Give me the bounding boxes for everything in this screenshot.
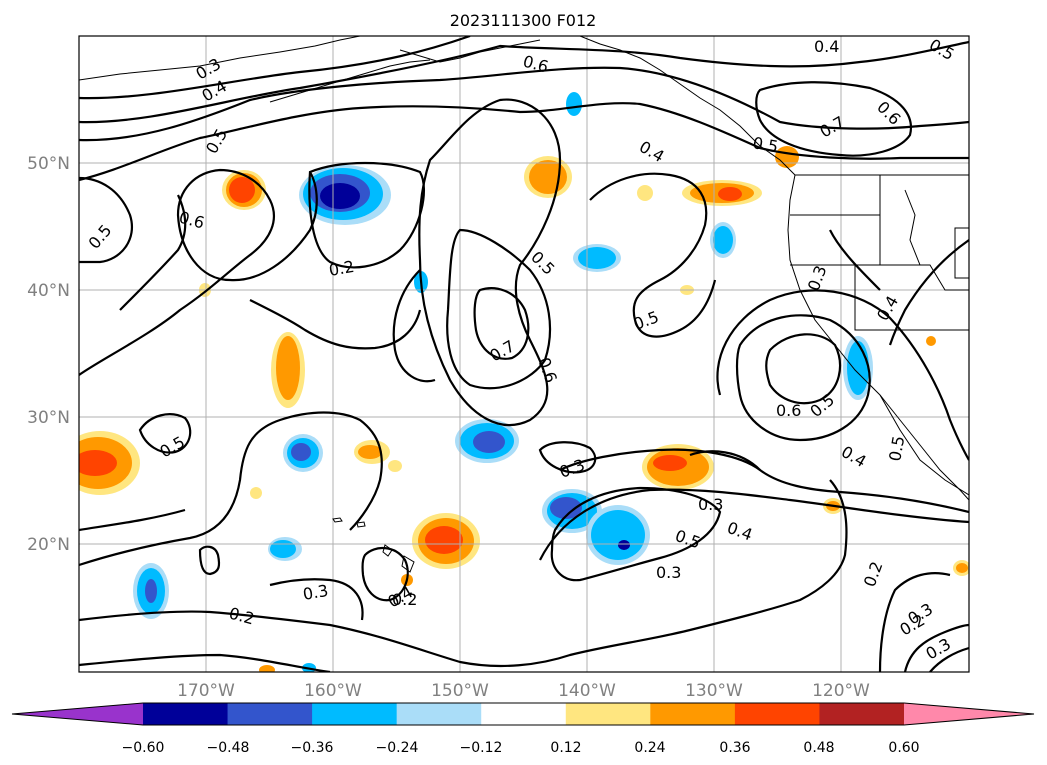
contour-label: 0.4 [814,37,839,56]
longitude-labels: 170°W 160°W 150°W 140°W 130°W 120°W [177,681,870,701]
figure-title: 2023111300 F012 [450,11,597,30]
lon-label: 150°W [431,681,489,701]
colorbar-tick: 0.60 [888,740,919,756]
lon-label: 160°W [304,681,362,701]
contour-label: 0.2 [327,257,355,280]
contour-label: 0.5 [885,434,908,462]
colorbar-segment [734,703,820,725]
colorbar-extend-max [904,703,1034,725]
contour-label: 0.3 [301,581,329,604]
lon-label: 120°W [812,681,870,701]
colorbar-tick: 0.12 [550,740,581,756]
colorbar-tick: −0.36 [291,740,334,756]
contour-lines [79,36,969,672]
colorbar-segment [227,703,313,725]
colorbar-segment [650,703,736,725]
colorbar-segment [819,703,905,725]
lon-label: 140°W [558,681,616,701]
lat-label: 30°N [27,408,70,428]
map-frame [78,35,970,673]
contour-label: 0.6 [776,401,801,420]
colorbar-tick: −0.24 [376,740,419,756]
colorbar-segment [143,703,229,725]
colorbar-extend-min [12,703,143,725]
contour-label: 0.5 [751,133,779,156]
colorbar-segment [396,703,482,725]
lat-label: 40°N [27,281,70,301]
map-panel: 0.3 0.4 0.5 0.6 0.6 0.5 0.2 0.7 0.6 0.5 … [78,35,970,673]
colorbar-tick: 0.24 [634,740,665,756]
lat-label: 50°N [27,154,70,174]
colorbar-outline [11,702,1035,726]
colorbar-segment [565,703,651,725]
colorbar-segment [312,703,398,725]
colorbar-tick: 0.48 [803,740,834,756]
contour-label: 0.2 [392,590,417,609]
colorbar-tick: −0.60 [122,740,165,756]
colorbar [11,702,1035,726]
colorbar-tick: −0.12 [460,740,503,756]
colorbar-segment [481,703,567,725]
lon-label: 130°W [685,681,743,701]
lon-label: 170°W [177,681,235,701]
colorbar-tick: −0.48 [207,740,250,756]
contour-label: 0.3 [656,563,681,582]
colorbar-ticks: −0.60 −0.48 −0.36 −0.24 −0.12 0.12 0.24 … [122,740,920,756]
colorbar-tick: 0.36 [719,740,750,756]
latitude-labels: 50°N 40°N 30°N 20°N [27,154,70,555]
lat-label: 20°N [27,535,70,555]
contour-label: 0.3 [698,495,723,514]
